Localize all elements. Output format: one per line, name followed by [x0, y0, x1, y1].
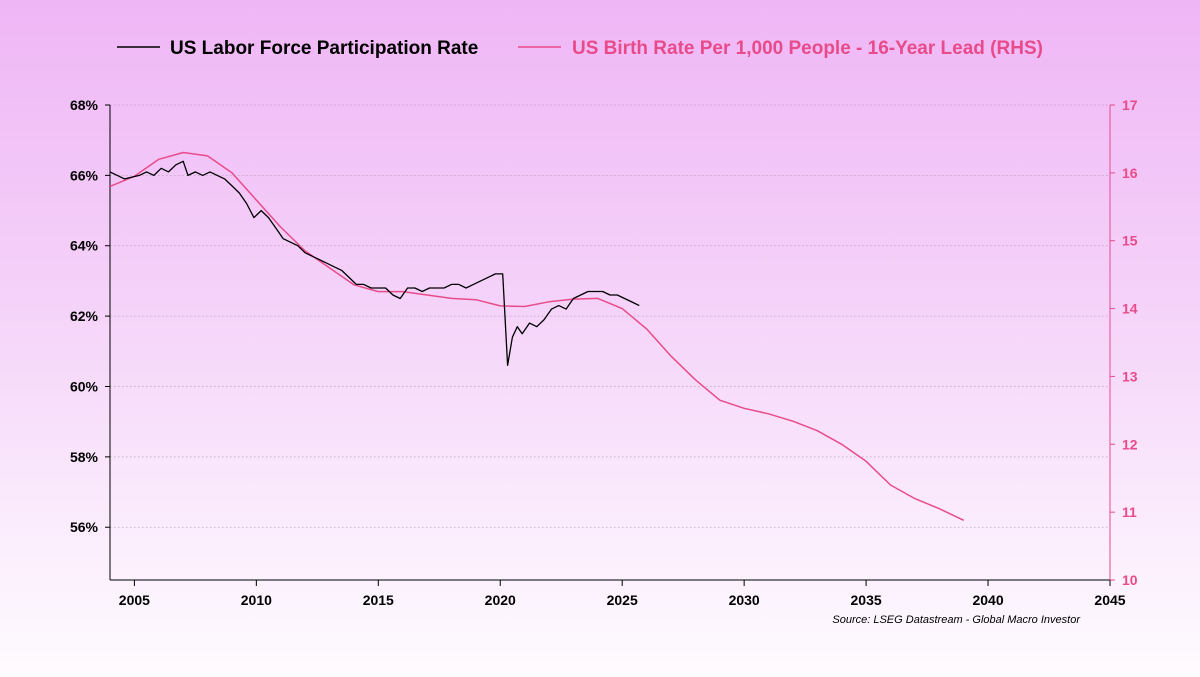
x-tick-label: 2035 — [851, 592, 882, 608]
right-tick-label: 10 — [1122, 572, 1138, 588]
x-tick-label: 2005 — [119, 592, 150, 608]
x-tick-label: 2015 — [363, 592, 394, 608]
legend-label-birth: US Birth Rate Per 1,000 People - 16-Year… — [572, 38, 1043, 59]
source-note: Source: LSEG Datastream - Global Macro I… — [832, 614, 1081, 626]
series-line-labor-force — [109, 160, 640, 367]
left-axis-ticks: 56% 58% 60% 62% 64% 66% 68% — [70, 97, 110, 535]
right-tick-label: 13 — [1122, 368, 1138, 384]
right-tick-label: 12 — [1122, 436, 1138, 452]
left-tick-label: 68% — [70, 97, 99, 113]
series-line-birth-rate — [109, 151, 965, 521]
legend-label-labor: US Labor Force Participation Rate — [170, 38, 478, 59]
left-tick-label: 60% — [70, 378, 99, 394]
right-tick-label: 17 — [1122, 97, 1138, 113]
x-tick-label: 2025 — [607, 592, 638, 608]
x-tick-label: 2010 — [241, 592, 272, 608]
left-tick-label: 58% — [70, 449, 99, 465]
left-tick-label: 56% — [70, 519, 99, 535]
right-tick-label: 14 — [1122, 301, 1138, 317]
right-tick-label: 11 — [1122, 504, 1137, 520]
axes — [109, 105, 1111, 581]
x-tick-label: 2030 — [729, 592, 760, 608]
left-tick-label: 62% — [70, 308, 99, 324]
x-tick-label: 2040 — [972, 592, 1003, 608]
right-tick-label: 16 — [1122, 165, 1138, 181]
x-tick-label: 2045 — [1094, 592, 1125, 608]
right-axis-ticks: 10 11 12 13 14 15 16 17 — [1110, 97, 1138, 588]
x-tick-label: 2020 — [485, 592, 516, 608]
gridlines — [110, 104, 1110, 528]
right-tick-label: 15 — [1122, 233, 1138, 249]
series-lines — [109, 151, 965, 521]
x-axis-ticks: 2005 2010 2015 2020 2025 2030 2035 2040 2045 — [119, 580, 1126, 608]
legend: US Labor Force Participation Rate US Bir… — [117, 38, 1043, 59]
left-tick-label: 66% — [70, 167, 99, 183]
left-tick-label: 64% — [70, 238, 99, 254]
